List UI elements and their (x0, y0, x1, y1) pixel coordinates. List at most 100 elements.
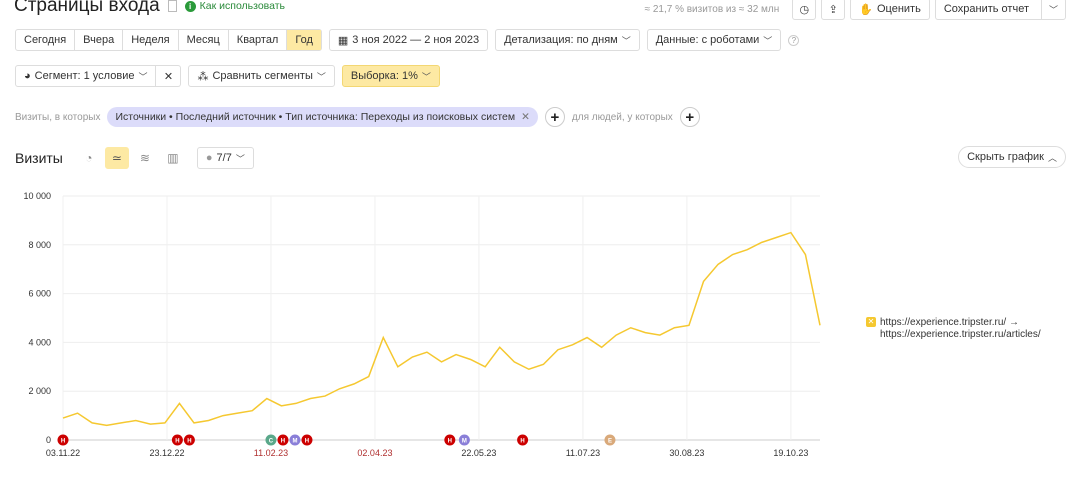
chevron-up-icon: ︿ (1047, 152, 1057, 163)
segment-dropdown[interactable]: ◕ Сегмент: 1 условие ﹀ (15, 65, 157, 87)
chevron-down-icon: ﹀ (138, 71, 148, 82)
x-tick-label: 03.11.22 (46, 448, 80, 458)
annotation-marker (57, 434, 69, 446)
annotation-letter: Н (520, 439, 524, 445)
comment-icon: ● (205, 152, 213, 164)
y-tick-label: 6 000 (28, 289, 51, 299)
period-2[interactable]: Неделя (123, 30, 179, 50)
data-label: Данные: с роботами (655, 34, 760, 46)
sample-dropdown[interactable]: Выборка: 1% ﹀ (341, 65, 440, 87)
add-filter-button[interactable]: + (544, 107, 565, 127)
annotation-letter: М (462, 439, 467, 445)
chart-toolbar: Визиты ◔ ≃ ≋ ▥ ● 7/7 ﹀ (15, 147, 254, 169)
x-tick-label: 30.08.23 (669, 448, 704, 458)
y-tick-label: 0 (46, 435, 51, 445)
y-tick-label: 4 000 (28, 337, 51, 347)
annotation-letter: Н (448, 439, 452, 445)
page-title: Страницы входа (14, 0, 160, 16)
share-icon: ⇪ (828, 3, 838, 16)
y-tick-label: 2 000 (28, 386, 51, 396)
segment-group: ◕ Сегмент: 1 условие ﹀ ✕ (15, 65, 182, 87)
data-dropdown[interactable]: Данные: с роботами ﹀ (646, 29, 782, 51)
period-0[interactable]: Сегодня (16, 30, 76, 50)
chevron-down-icon: ﹀ (421, 71, 431, 82)
period-row: Сегодня Вчера Неделя Месяц Квартал Год ▦ 3 ноя… (15, 29, 800, 51)
add-people-filter-button[interactable]: + (679, 107, 700, 127)
period-3[interactable]: Месяц (179, 30, 229, 50)
line-chart-icon[interactable]: ≃ (104, 147, 129, 169)
how-to-use-label: Как использовать (199, 0, 286, 12)
chevron-down-icon: ﹀ (621, 35, 631, 46)
save-label: Сохранить отчет (943, 3, 1029, 15)
notes-dropdown[interactable]: ● 7/7 ﹀ (196, 147, 254, 169)
clear-segment-button[interactable]: ✕ (156, 65, 182, 87)
clock-icon: ◷ (799, 3, 810, 16)
calendar-icon: ▦ (337, 34, 349, 47)
checkbox-icon[interactable]: ✕ (866, 317, 876, 327)
annotation-marker (458, 434, 470, 446)
chevron-down-icon: ﹀ (763, 35, 773, 46)
annotation-letter: Е (608, 439, 612, 445)
legend-label: https://experience.tripster.ru/ → https:… (880, 317, 1041, 340)
annotation-marker (265, 434, 277, 446)
bookmark-icon[interactable] (167, 0, 177, 12)
annotation-marker (183, 434, 195, 446)
history-button[interactable]: ◷ (792, 0, 817, 20)
date-range-button[interactable]: ▦ 3 ноя 2022 — 2 ноя 2023 (328, 29, 489, 51)
detail-dropdown[interactable]: Детализация: по дням ﹀ (495, 29, 640, 51)
chart-title: Визиты (15, 150, 63, 166)
x-tick-label: 23.12.22 (149, 448, 184, 458)
segment-row: ◕ Сегмент: 1 условие ﹀ ✕ ⁂ Сравнить сегмент… (15, 65, 440, 87)
filter-prefix: Визиты, в которых (15, 111, 101, 123)
annotation-letter: Н (187, 439, 191, 445)
pie-chart-icon[interactable]: ◔ (85, 151, 93, 165)
y-tick-label: 8 000 (28, 240, 51, 250)
period-4[interactable]: Квартал (229, 30, 288, 50)
compare-segments-button[interactable]: ⁂ Сравнить сегменты ﹀ (188, 65, 335, 87)
close-icon[interactable]: ✕ (521, 111, 530, 123)
sample-info: ≈ 21,7 % визитов из ≈ 32 млн (644, 3, 780, 15)
x-tick-label: 02.04.23 (357, 448, 392, 458)
hide-chart-row: Скрыть график ︿ (958, 146, 1066, 168)
chevron-down-icon[interactable]: ﹀ (1040, 0, 1065, 19)
compare-icon: ⁂ (197, 70, 209, 83)
annotation-marker (444, 434, 456, 446)
pie-icon: ◕ (24, 70, 31, 82)
detail-label: Детализация: по дням (504, 34, 618, 46)
annotation-marker (277, 434, 289, 446)
hide-chart-button[interactable]: Скрыть график ︿ (958, 146, 1066, 168)
title-row: Страницы входа i Как использовать (14, 0, 285, 17)
period-5[interactable]: Год (287, 30, 321, 50)
export-button[interactable]: ⇪ (821, 0, 846, 20)
hide-chart-label: Скрыть график (967, 151, 1044, 163)
legend-item[interactable]: ✕ https://experience.tripster.ru/ → http… (866, 317, 1060, 341)
thumbs-icon: ✋ (859, 3, 873, 16)
how-to-use-link[interactable]: i Как использовать (184, 0, 286, 12)
annotation-marker (289, 434, 301, 446)
people-filter-label: для людей, у которых (571, 111, 673, 123)
annotation-marker (171, 434, 183, 446)
annotation-marker (301, 434, 313, 446)
filter-chip[interactable]: Источники • Последний источник • Тип ист… (107, 107, 538, 127)
save-report-button[interactable]: Сохранить отчет ﹀ (934, 0, 1066, 20)
period-selector: Сегодня Вчера Неделя Месяц Квартал Год (15, 29, 322, 51)
compare-label: Сравнить сегменты (212, 70, 313, 82)
rate-button[interactable]: ✋ Оценить (850, 0, 930, 20)
annotation-letter: Н (175, 439, 179, 445)
notes-count: 7/7 (216, 152, 232, 164)
bar-chart-icon[interactable]: ▥ (167, 151, 179, 165)
x-tick-label: 11.07.23 (566, 448, 600, 458)
segment-label: Сегмент: 1 условие (34, 70, 135, 82)
help-icon[interactable]: ? (788, 34, 800, 46)
close-icon: ✕ (163, 70, 174, 83)
series-line (62, 231, 821, 427)
x-tick-label: 19.10.23 (773, 448, 808, 458)
annotation-marker (517, 434, 529, 446)
filter-row: Визиты, в которых Источники • Последний … (15, 107, 700, 127)
annotation-letter: С (269, 439, 274, 445)
header-actions: ≈ 21,7 % визитов из ≈ 32 млн ◷ ⇪ ✋ Оценит… (645, 0, 1066, 20)
visits-chart: 0 2 000 4 000 6 000 8 000 10 000 03.11.22 23.12… (23, 191, 821, 458)
area-chart-icon[interactable]: ≋ (139, 151, 150, 165)
annotation-letter: Н (61, 439, 65, 445)
period-1[interactable]: Вчера (75, 30, 124, 50)
